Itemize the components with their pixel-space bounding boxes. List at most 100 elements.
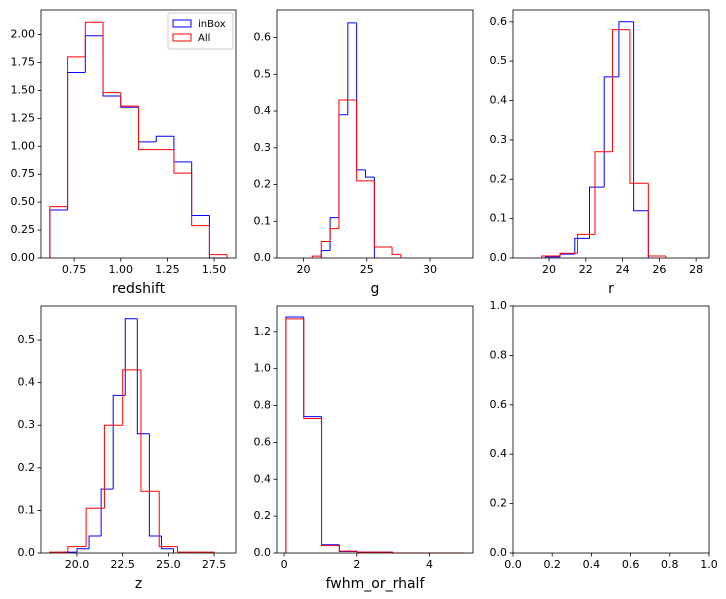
y-tick-label: 0.0: [490, 251, 508, 264]
hist-step: [588, 186, 605, 239]
y-tick-label: 0.5: [254, 67, 272, 80]
y-tick-label: 0.0: [254, 251, 272, 264]
subplot: 0 2 4 0.0 0.2 0.4 0.6 0.8 1.0 1.2 fwhm_or_rhalf: [254, 305, 474, 592]
x-tick-label: 0.75: [62, 263, 87, 276]
hist-step: [611, 29, 630, 152]
y-tick-label: 0.0: [490, 546, 508, 559]
hist-step: [84, 21, 104, 57]
y-tick-label: 0.25: [11, 223, 36, 236]
axes-frame: [512, 9, 710, 259]
x-tick-label: 1.00: [109, 263, 134, 276]
x-axis-label: fwhm_or_rhalf: [326, 576, 426, 592]
axes-frame: [276, 305, 474, 554]
hist-step: [49, 209, 68, 258]
hist-step: [647, 183, 666, 257]
x-tick-label: 24: [616, 263, 630, 276]
hist-step: [103, 424, 123, 509]
hist-step: [311, 255, 322, 258]
hist-step: [148, 433, 162, 537]
x-axis-label: redshift: [112, 281, 166, 297]
y-tick-label: 0.00: [11, 251, 36, 264]
axes-frame: [512, 305, 710, 554]
hist-step: [559, 252, 578, 257]
hist-step: [67, 546, 87, 553]
hist-step: [84, 35, 104, 73]
subplot: 20.0 22.5 25.0 27.5 0.0 0.1 0.2 0.3 0.4 0.5 z: [18, 305, 237, 592]
x-tick-label: 0.2: [543, 558, 561, 571]
legend-swatch: [172, 19, 192, 28]
hist-step: [191, 161, 210, 217]
x-tick-label: 2: [353, 558, 360, 571]
y-tick-label: 2.00: [11, 28, 36, 41]
hist-step: [136, 318, 150, 435]
hist-step: [594, 151, 613, 235]
y-tick-label: 0.1: [254, 214, 272, 227]
hist-step: [285, 318, 304, 553]
hist-step: [603, 76, 619, 188]
hist-step: [303, 318, 322, 419]
hist-step: [122, 369, 141, 426]
y-tick-label: 1.00: [11, 139, 36, 152]
y-tick-label: 0.4: [490, 94, 508, 107]
hist-step: [321, 418, 340, 547]
x-axis-label: r: [608, 281, 614, 297]
x-tick-label: 0.4: [583, 558, 601, 571]
y-tick-label: 0.2: [18, 461, 36, 474]
y-tick-label: 0.1: [18, 503, 36, 516]
x-tick-label: 26: [652, 263, 666, 276]
hist-step: [124, 318, 138, 396]
hist-step: [67, 72, 86, 210]
hist-step: [76, 548, 90, 553]
hist-step: [208, 215, 228, 259]
y-tick-label: 0.4: [490, 447, 508, 460]
y-tick-label: 0.4: [254, 472, 272, 485]
y-tick-label: 0.5: [490, 54, 508, 67]
hist-step: [320, 240, 331, 257]
y-tick-label: 0.0: [18, 546, 36, 559]
y-tick-label: 0.2: [490, 497, 508, 510]
hist-step: [112, 394, 126, 490]
y-tick-label: 1.2: [254, 325, 272, 338]
y-tick-label: 1.0: [254, 362, 272, 375]
y-tick-label: 0.5: [18, 333, 36, 346]
hist-step: [120, 92, 139, 107]
hist-step: [356, 551, 375, 553]
hist-step: [160, 535, 174, 550]
y-tick-label: 1.25: [11, 111, 36, 124]
x-axis-label: g: [371, 281, 380, 297]
hist-step: [49, 206, 68, 258]
y-tick-label: 0.3: [254, 141, 272, 154]
hist-step: [373, 180, 384, 248]
y-tick-label: 1.0: [490, 299, 508, 312]
hist-step: [102, 22, 121, 94]
subplot: 20 22 24 26 28 0.0 0.1 0.2 0.3 0.4 0.5 0.6 r: [490, 9, 710, 297]
hist-step: [329, 217, 339, 251]
axes-frame: [276, 9, 474, 259]
y-tick-label: 0.8: [254, 399, 272, 412]
legend-box: [167, 12, 234, 50]
hist-step: [208, 225, 228, 256]
y-tick-label: 0.6: [490, 15, 508, 28]
x-axis-label: z: [135, 576, 142, 592]
x-tick-label: 20: [297, 263, 311, 276]
hist-step: [356, 22, 366, 171]
x-tick-label: 25: [360, 263, 374, 276]
x-tick-label: 30: [423, 263, 437, 276]
axes-frame: [40, 9, 237, 259]
hist-step: [303, 317, 322, 418]
x-tick-label: 22: [579, 263, 593, 276]
y-tick-label: 0.2: [254, 178, 272, 191]
x-tick-label: 0.0: [504, 558, 522, 571]
hist-step: [338, 114, 348, 218]
y-tick-label: 0.0: [254, 546, 272, 559]
x-tick-label: 20: [542, 263, 556, 276]
hist-step: [365, 169, 375, 178]
x-tick-label: 0.6: [622, 558, 640, 571]
hist-step: [138, 107, 157, 143]
hist-step: [173, 149, 192, 174]
x-tick-label: 28: [689, 263, 703, 276]
subplot: 0.0 0.2 0.4 0.6 0.8 1.0 0.0 0.2 0.4 0.6 0.8 1.0: [490, 299, 718, 571]
hist-step: [338, 545, 358, 552]
hist-step: [633, 21, 649, 212]
